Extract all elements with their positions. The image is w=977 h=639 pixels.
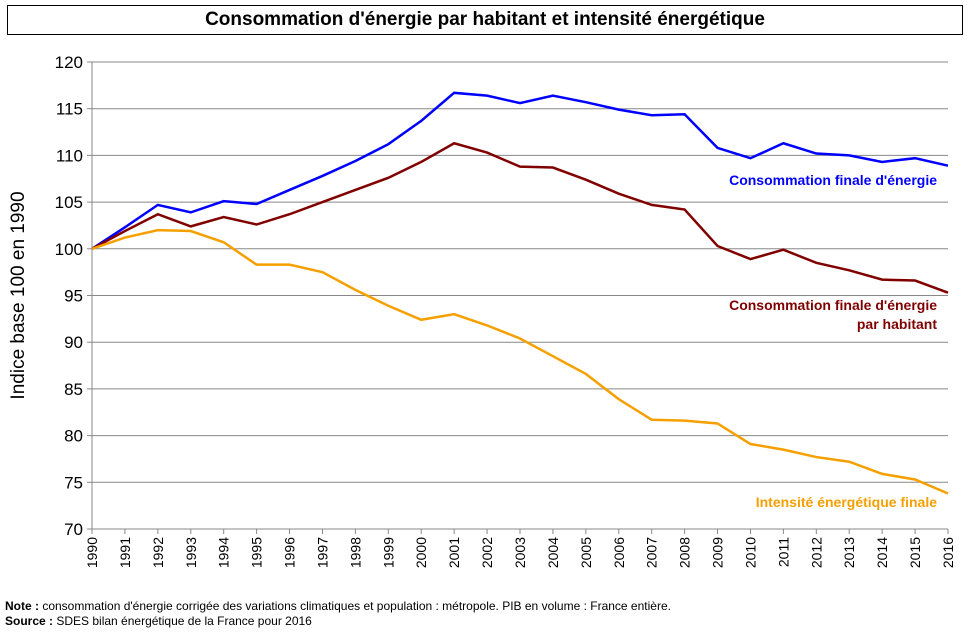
note-label: Note : bbox=[5, 599, 39, 613]
x-tick-label: 2014 bbox=[874, 537, 890, 568]
y-tick-label: 115 bbox=[56, 100, 83, 119]
x-tick-label: 2011 bbox=[775, 537, 791, 567]
y-tick-label: 95 bbox=[64, 287, 83, 306]
x-tick-label: 1996 bbox=[282, 537, 298, 568]
series-line-2 bbox=[91, 141, 949, 294]
x-tick-label: 2006 bbox=[611, 537, 627, 568]
x-tick-label: 2012 bbox=[808, 537, 824, 568]
x-tick-label: 2008 bbox=[677, 537, 693, 568]
series-label-3: Intensité énergétique finale bbox=[756, 494, 937, 510]
y-tick-label: 80 bbox=[64, 427, 83, 446]
x-tick-label: 1994 bbox=[216, 537, 232, 568]
series-line-3 bbox=[91, 228, 949, 495]
x-tick-label: 1997 bbox=[314, 537, 330, 568]
x-tick-label: 2015 bbox=[907, 537, 923, 568]
y-axis-label: Indice base 100 en 1990 bbox=[8, 191, 29, 399]
x-tick-label: 2013 bbox=[841, 537, 857, 568]
chart-title: Consommation d'énergie par habitant et i… bbox=[7, 5, 963, 35]
source-label: Source : bbox=[5, 614, 54, 628]
x-tick-label: 1998 bbox=[347, 537, 363, 568]
y-tick-label: 70 bbox=[64, 520, 83, 539]
x-tick-label: 2005 bbox=[578, 537, 594, 568]
x-tick-label: 1990 bbox=[84, 537, 100, 568]
x-tick-label: 1993 bbox=[183, 537, 199, 568]
note-text: consommation d'énergie corrigée des vari… bbox=[39, 599, 671, 613]
series-line-1 bbox=[91, 91, 949, 250]
x-tick-label: 1999 bbox=[380, 537, 396, 568]
source-text: SDES bilan énergétique de la France pour… bbox=[53, 614, 312, 628]
y-tick-label: 85 bbox=[64, 380, 83, 399]
y-tick-label: 75 bbox=[64, 473, 83, 492]
x-tick-label: 2009 bbox=[710, 537, 726, 568]
x-tick-label: 2002 bbox=[479, 537, 495, 568]
y-tick-label: 90 bbox=[64, 333, 83, 352]
x-tick-label: 2010 bbox=[742, 537, 758, 568]
x-tick-label: 2016 bbox=[940, 537, 956, 568]
footer-note: Note : consommation d'énergie corrigée d… bbox=[5, 599, 671, 613]
x-tick-label: 1992 bbox=[150, 537, 166, 568]
x-tick-label: 1995 bbox=[249, 537, 265, 568]
y-tick-label: 120 bbox=[55, 53, 83, 72]
series-label-1: Consommation finale d'énergie bbox=[729, 172, 937, 188]
x-tick-label: 2004 bbox=[545, 537, 561, 568]
footer-source: Source : SDES bilan énergétique de la Fr… bbox=[5, 614, 312, 628]
x-tick-label: 2001 bbox=[446, 537, 462, 568]
y-tick-label: 110 bbox=[56, 146, 83, 165]
y-tick-label: 100 bbox=[55, 240, 83, 259]
series-label-2: par habitant bbox=[857, 316, 937, 332]
x-tick-label: 2000 bbox=[413, 537, 429, 568]
series-label-2: Consommation finale d'énergie bbox=[729, 297, 937, 313]
y-tick-label: 105 bbox=[55, 193, 83, 212]
x-tick-label: 2003 bbox=[512, 537, 528, 568]
x-tick-label: 1991 bbox=[117, 537, 133, 568]
x-tick-label: 2007 bbox=[644, 537, 660, 568]
